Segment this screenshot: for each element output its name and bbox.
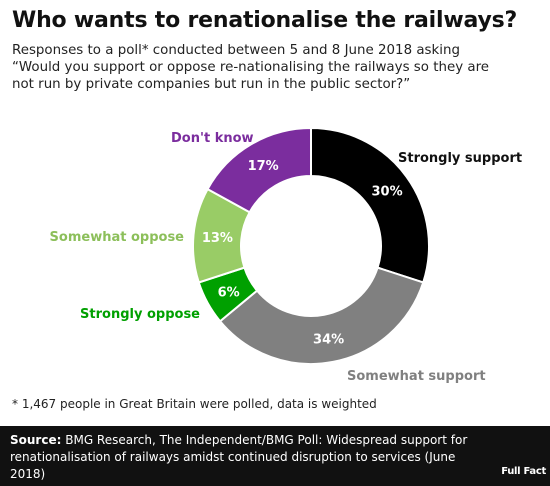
footnote: * 1,467 people in Great Britain were pol… [12,397,377,411]
full-fact-logo: Full Fact [500,450,546,480]
value-label-strongly-oppose: 6% [218,285,240,300]
donut-chart: 30% Strongly support 34% Somewhat support 6%… [50,126,522,384]
category-label-strongly-support: Strongly support [398,151,522,166]
value-label-don-t-know: 17% [248,159,279,174]
chart-subtitle: Responses to a poll* conducted between 5… [12,42,542,93]
subtitle-line: Responses to a poll* conducted between 5… [12,43,460,58]
category-label-somewhat-support: Somewhat support [347,369,486,384]
source-text: BMG Research, The Independent/BMG Poll: … [10,433,468,481]
logo-text: Full Fact [501,466,546,477]
value-label-strongly-support: 30% [371,185,402,200]
category-label-strongly-oppose: Strongly oppose [80,307,200,322]
category-label-don-t-know: Don't know [171,131,254,146]
chart-title: Who wants to renationalise the railways? [12,8,518,33]
source-label: Source: [10,433,62,447]
subtitle-line: not run by private companies but run in … [12,77,411,92]
slice-strongly-support [310,126,430,284]
category-label-somewhat-oppose: Somewhat oppose [50,230,185,245]
subtitle-line: “Would you support or oppose re-national… [12,60,490,75]
source-bar: Source: BMG Research, The Independent/BM… [0,426,550,486]
slice-somewhat-support [218,266,425,365]
slice-don-t-know [206,126,312,214]
value-label-somewhat-support: 34% [313,332,344,347]
value-label-somewhat-oppose: 13% [202,231,233,246]
